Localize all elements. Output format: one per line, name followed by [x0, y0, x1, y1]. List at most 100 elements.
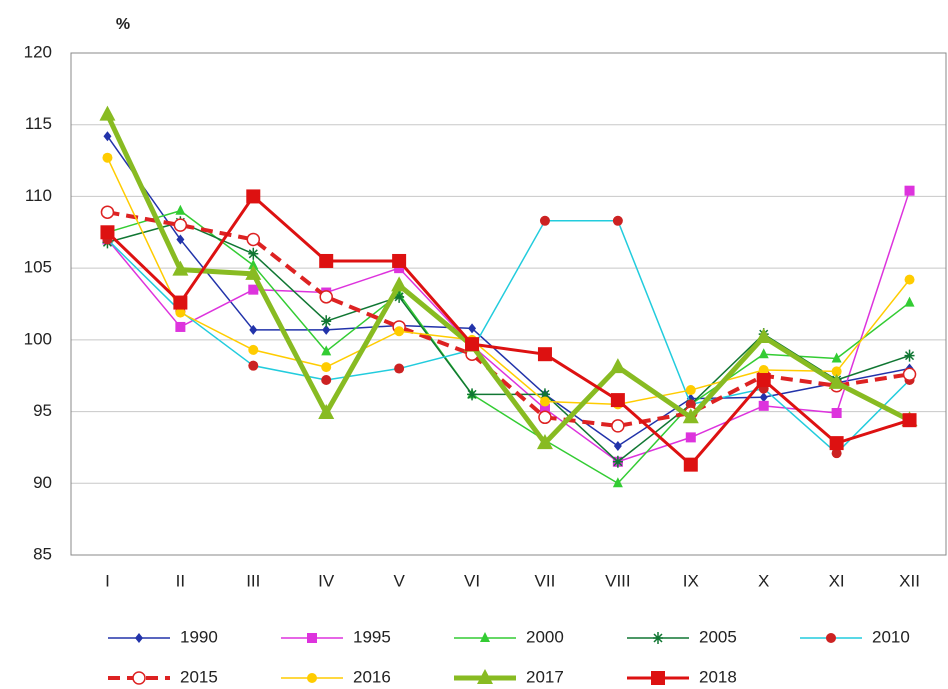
marker	[321, 315, 332, 328]
marker	[248, 360, 259, 371]
marker	[307, 673, 317, 683]
marker	[394, 363, 405, 374]
x-tick-label: VII	[535, 571, 556, 590]
marker	[612, 477, 623, 488]
y-tick-label: 115	[25, 114, 52, 133]
marker	[539, 388, 550, 401]
marker	[653, 632, 663, 644]
marker	[135, 633, 143, 643]
marker	[318, 404, 335, 420]
x-tick-label: X	[758, 571, 769, 590]
series	[99, 105, 918, 450]
marker	[173, 295, 188, 310]
marker	[611, 419, 625, 433]
line	[106, 190, 911, 463]
marker	[321, 375, 332, 386]
y-tick-label: 120	[24, 42, 52, 61]
series	[102, 216, 915, 468]
marker	[103, 131, 112, 142]
marker	[246, 232, 261, 247]
x-tick-label: VIII	[605, 571, 631, 590]
marker	[756, 373, 771, 388]
y-tick-label: 110	[25, 186, 52, 205]
marker	[172, 260, 189, 276]
x-tick-label: IV	[318, 571, 335, 590]
marker	[249, 324, 258, 335]
marker	[539, 403, 550, 414]
marker	[539, 215, 550, 226]
marker	[99, 105, 116, 121]
marker	[536, 434, 553, 450]
marker	[480, 632, 490, 642]
marker	[829, 436, 844, 451]
series	[102, 185, 915, 467]
marker	[248, 344, 259, 355]
marker	[831, 408, 842, 419]
marker	[102, 152, 113, 163]
marker	[176, 234, 185, 245]
line	[106, 194, 910, 467]
legend-label: 1995	[353, 627, 391, 646]
series	[100, 189, 917, 472]
marker	[392, 253, 407, 268]
x-tick-label: IX	[683, 571, 699, 590]
line	[106, 157, 911, 406]
series	[102, 204, 915, 488]
marker	[173, 218, 188, 232]
marker	[831, 352, 842, 363]
legend-label: 2017	[526, 667, 564, 686]
marker	[758, 348, 769, 359]
marker	[904, 274, 915, 285]
x-tick-label: XII	[899, 571, 920, 590]
x-tick-label: III	[246, 571, 260, 590]
x-tick-label: V	[393, 571, 405, 590]
y-axis-label: %	[116, 16, 130, 33]
legend-label: 2000	[526, 627, 564, 646]
legend-label: 2018	[699, 667, 737, 686]
marker	[394, 263, 405, 274]
marker	[132, 671, 146, 685]
marker	[248, 247, 259, 260]
marker	[831, 448, 842, 459]
marker	[465, 337, 480, 352]
marker	[755, 327, 772, 343]
marker	[175, 307, 186, 318]
marker	[319, 290, 333, 304]
marker	[467, 388, 478, 401]
legend-label: 2015	[180, 667, 218, 686]
marker	[758, 400, 769, 411]
marker	[685, 385, 696, 396]
marker	[904, 185, 915, 196]
marker	[651, 671, 665, 685]
marker	[904, 349, 915, 362]
marker	[682, 408, 699, 424]
marker	[394, 290, 405, 303]
marker	[904, 296, 915, 307]
marker	[245, 264, 262, 280]
marker	[902, 413, 917, 428]
marker	[759, 392, 768, 403]
y-tick-label: 85	[33, 544, 52, 563]
marker	[321, 345, 332, 356]
line	[106, 220, 911, 454]
y-tick-label: 105	[24, 258, 52, 277]
marker	[612, 215, 623, 226]
marker	[391, 276, 408, 292]
legend-label: 1990	[180, 627, 218, 646]
marker	[539, 396, 550, 407]
marker	[175, 321, 186, 332]
legend-label: 2010	[872, 627, 910, 646]
marker	[246, 189, 261, 204]
marker	[319, 253, 334, 268]
marker	[175, 204, 186, 215]
marker	[826, 633, 836, 643]
series	[102, 215, 915, 459]
x-tick-label: VI	[464, 571, 480, 590]
plot-frame	[70, 52, 947, 556]
y-tick-label: 95	[33, 401, 52, 420]
marker	[609, 358, 626, 374]
marker	[685, 432, 696, 443]
marker	[468, 323, 477, 334]
